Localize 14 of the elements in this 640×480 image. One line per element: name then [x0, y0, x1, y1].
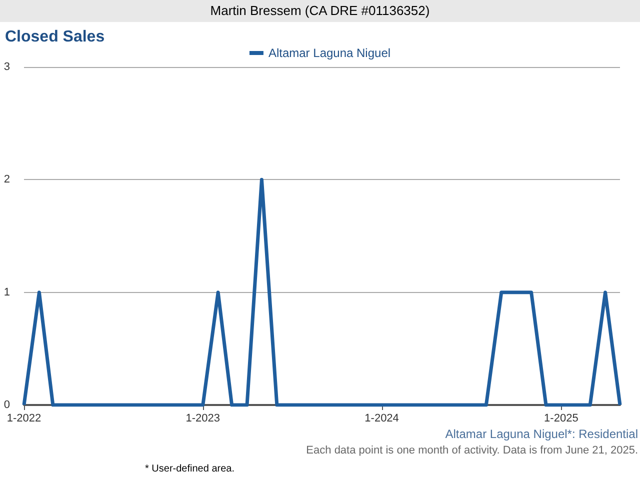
x-tick-label: 1-2024 — [364, 412, 399, 424]
text: Each data point is one month of activity. Data is from June 21, 2025. — [306, 444, 638, 456]
chart-title: Closed Sales — [5, 28, 105, 46]
text: * User-defined area. — [145, 464, 234, 474]
x-tick-label: 1-2025 — [544, 412, 578, 424]
y-tick-label: 2 — [4, 174, 10, 186]
legend-label: Altamar Laguna Niguel — [268, 46, 391, 60]
y-tick-label: 3 — [4, 61, 10, 73]
y-tick-label: 1 — [4, 286, 10, 298]
y-tick-label: 0 — [4, 399, 10, 411]
chart-subtitle: Martin Bressem (CA DRE #01136352) — [0, 0, 640, 22]
text: Altamar Laguna Niguel*: Residential — [445, 427, 638, 441]
x-tick-label: 1-2022 — [6, 412, 42, 424]
x-tick-label: 1-2023 — [186, 412, 220, 424]
